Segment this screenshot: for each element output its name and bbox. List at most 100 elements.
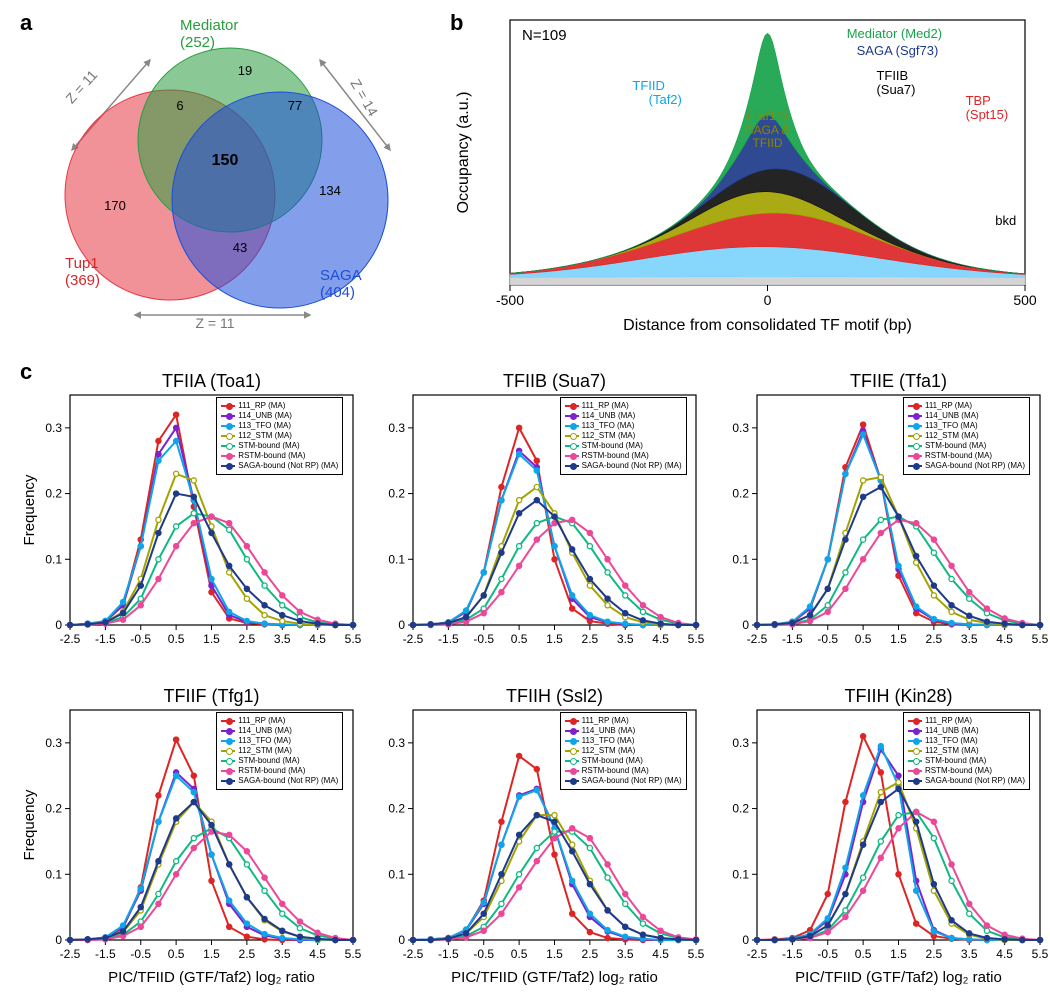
svg-text:TFIIH (Ssl2): TFIIH (Ssl2): [506, 686, 603, 706]
svg-text:3.5: 3.5: [274, 632, 291, 646]
panel-a-label: a: [20, 10, 32, 36]
svg-text:0.3: 0.3: [45, 421, 62, 435]
svg-text:-1.5: -1.5: [438, 632, 459, 646]
legend: 111_RP (MA)114_UNB (MA)113_TFO (MA)112_S…: [560, 712, 687, 790]
svg-text:-2.5: -2.5: [60, 947, 81, 961]
svg-text:0.1: 0.1: [389, 867, 406, 881]
svg-text:-0.5: -0.5: [474, 947, 495, 961]
legend: 111_RP (MA)114_UNB (MA)113_TFO (MA)112_S…: [903, 712, 1030, 790]
svg-text:5.5: 5.5: [1031, 632, 1048, 646]
svg-text:-0.5: -0.5: [474, 632, 495, 646]
svg-text:0.2: 0.2: [389, 487, 406, 501]
svg-text:2.5: 2.5: [582, 947, 599, 961]
svg-text:0.3: 0.3: [732, 736, 749, 750]
chart-3: 00.10.20.3TFIIF (Tfg1)PIC/TFIID (GTF/Taf…: [20, 680, 363, 995]
svg-text:SAGA (Sgf73): SAGA (Sgf73): [857, 43, 939, 58]
svg-text:1.5: 1.5: [890, 632, 907, 646]
svg-text:(Spt15): (Spt15): [966, 107, 1009, 122]
legend: 111_RP (MA)114_UNB (MA)113_TFO (MA)112_S…: [216, 712, 343, 790]
svg-text:6: 6: [176, 98, 183, 113]
svg-text:2.5: 2.5: [239, 632, 256, 646]
svg-text:0.5: 0.5: [854, 632, 871, 646]
chart-2: 00.10.20.3TFIIE (Tfa1)-2.5-1.5-0.50.51.5…: [707, 365, 1050, 680]
svg-text:0.5: 0.5: [854, 947, 871, 961]
chart-5: 00.10.20.3TFIIH (Kin28)PIC/TFIID (GTF/Ta…: [707, 680, 1050, 995]
svg-text:N=109: N=109: [522, 27, 567, 44]
svg-text:bkd: bkd: [995, 213, 1016, 228]
svg-text:TFIIE (Tfa1): TFIIE (Tfa1): [850, 371, 947, 391]
svg-text:TFIID: TFIID: [753, 136, 783, 150]
svg-text:77: 77: [288, 98, 302, 113]
svg-text:Frequency: Frequency: [21, 474, 38, 545]
svg-text:PIC/TFIID (GTF/Taf2) log₂ rati: PIC/TFIID (GTF/Taf2) log₂ ratio: [795, 969, 1002, 986]
svg-text:TFIIH (Kin28): TFIIH (Kin28): [844, 686, 952, 706]
svg-text:0.2: 0.2: [45, 802, 62, 816]
svg-text:Z = 14: Z = 14: [347, 76, 381, 119]
svg-text:Frequency: Frequency: [21, 789, 38, 860]
svg-text:-1.5: -1.5: [782, 632, 803, 646]
venn-diagram: 1967715017013443Tup1(369)Mediator(252)SA…: [20, 10, 440, 340]
svg-text:1.5: 1.5: [203, 632, 220, 646]
svg-text:Z = 11: Z = 11: [62, 67, 100, 107]
svg-text:0: 0: [55, 618, 62, 632]
svg-text:(Sua7): (Sua7): [876, 82, 915, 97]
svg-text:0.3: 0.3: [732, 421, 749, 435]
svg-text:(Taf12): (Taf12): [747, 108, 787, 123]
svg-text:500: 500: [1013, 292, 1037, 308]
svg-text:(404): (404): [320, 284, 355, 301]
svg-text:3.5: 3.5: [617, 632, 634, 646]
svg-text:(369): (369): [65, 272, 100, 289]
svg-text:4.5: 4.5: [653, 632, 670, 646]
svg-text:4.5: 4.5: [309, 947, 326, 961]
svg-text:0.3: 0.3: [389, 421, 406, 435]
svg-text:150: 150: [212, 152, 239, 169]
svg-text:0.2: 0.2: [389, 802, 406, 816]
svg-text:0: 0: [55, 933, 62, 947]
svg-text:PIC/TFIID (GTF/Taf2) log₂ rati: PIC/TFIID (GTF/Taf2) log₂ ratio: [451, 969, 658, 986]
svg-text:0.5: 0.5: [168, 947, 185, 961]
svg-text:TFIIF (Tfg1): TFIIF (Tfg1): [164, 686, 260, 706]
svg-text:1.5: 1.5: [546, 947, 563, 961]
svg-text:0.2: 0.2: [732, 487, 749, 501]
chart-1: 00.10.20.3TFIIB (Sua7)-2.5-1.5-0.50.51.5…: [363, 365, 706, 680]
svg-text:Mediator: Mediator: [180, 17, 238, 34]
svg-text:PIC/TFIID (GTF/Taf2) log₂ rati: PIC/TFIID (GTF/Taf2) log₂ ratio: [108, 969, 315, 986]
svg-text:-1.5: -1.5: [782, 947, 803, 961]
svg-text:0: 0: [764, 292, 772, 308]
svg-text:5.5: 5.5: [1031, 947, 1048, 961]
legend: 111_RP (MA)114_UNB (MA)113_TFO (MA)112_S…: [903, 397, 1030, 475]
svg-text:3.5: 3.5: [274, 947, 291, 961]
svg-text:5.5: 5.5: [345, 632, 362, 646]
panel-c-grid: 00.10.20.3TFIIA (Toa1)Frequency-2.5-1.5-…: [20, 365, 1050, 995]
svg-text:TFIIB (Sua7): TFIIB (Sua7): [503, 371, 606, 391]
svg-text:5.5: 5.5: [688, 947, 705, 961]
svg-text:-2.5: -2.5: [746, 632, 767, 646]
legend: 111_RP (MA)114_UNB (MA)113_TFO (MA)112_S…: [560, 397, 687, 475]
svg-text:5.5: 5.5: [345, 947, 362, 961]
svg-text:0.3: 0.3: [45, 736, 62, 750]
svg-text:TFIIB: TFIIB: [876, 68, 908, 83]
svg-text:0.2: 0.2: [732, 802, 749, 816]
svg-text:0.5: 0.5: [168, 632, 185, 646]
svg-text:0: 0: [399, 933, 406, 947]
svg-text:0.5: 0.5: [511, 947, 528, 961]
svg-text:-0.5: -0.5: [130, 947, 151, 961]
svg-text:4.5: 4.5: [996, 947, 1013, 961]
svg-text:SAGA &: SAGA &: [745, 123, 789, 137]
svg-text:Z = 11: Z = 11: [195, 315, 234, 331]
svg-text:-0.5: -0.5: [817, 632, 838, 646]
svg-text:-1.5: -1.5: [438, 947, 459, 961]
svg-text:0.1: 0.1: [732, 552, 749, 566]
svg-text:3.5: 3.5: [961, 947, 978, 961]
svg-text:-2.5: -2.5: [746, 947, 767, 961]
svg-text:Mediator (Med2): Mediator (Med2): [847, 26, 942, 41]
svg-text:0.2: 0.2: [45, 487, 62, 501]
svg-text:TBP: TBP: [966, 93, 991, 108]
svg-text:Occupancy (a.u.): Occupancy (a.u.): [455, 92, 472, 214]
occupancy-plot: -5000500Distance from consolidated TF mo…: [450, 10, 1040, 340]
svg-text:SAGA: SAGA: [320, 267, 362, 284]
svg-text:-2.5: -2.5: [403, 632, 424, 646]
svg-text:0.1: 0.1: [732, 867, 749, 881]
svg-text:-2.5: -2.5: [403, 947, 424, 961]
legend: 111_RP (MA)114_UNB (MA)113_TFO (MA)112_S…: [216, 397, 343, 475]
